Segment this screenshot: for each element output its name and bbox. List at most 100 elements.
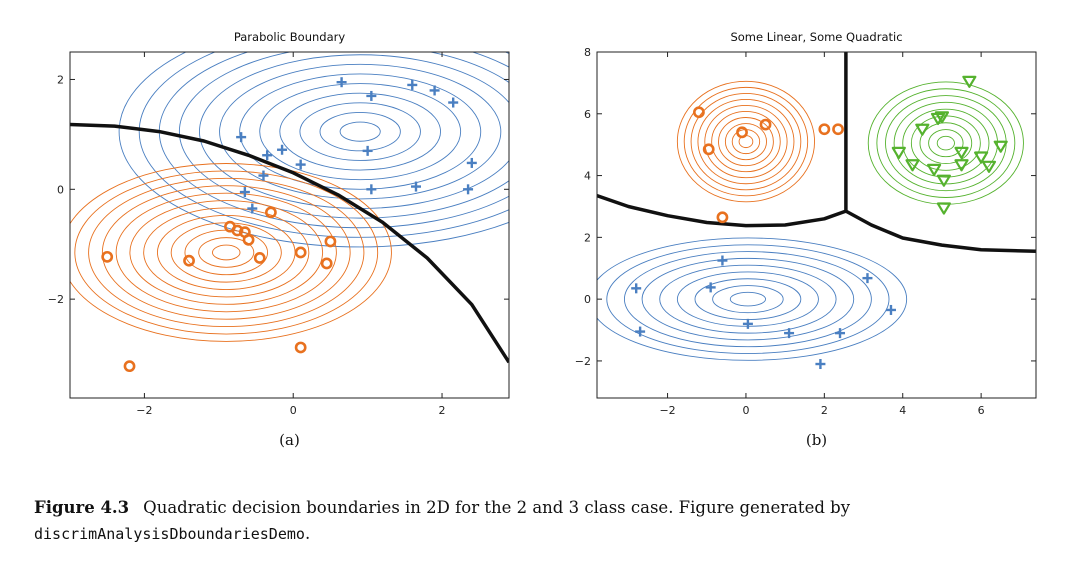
contour-ring	[319, 111, 401, 152]
contour-ring	[919, 122, 973, 164]
data-point-triangle	[954, 159, 969, 172]
data-point-plus	[635, 326, 646, 337]
data-point-circle	[253, 252, 266, 264]
x-tick-label: 0	[290, 404, 297, 417]
data-point-triangle	[905, 159, 920, 172]
data-point-triangle	[981, 160, 997, 173]
contour-ring	[711, 111, 781, 173]
data-point-plus	[784, 328, 795, 339]
data-point-triangle	[934, 111, 950, 124]
chart-title: Parabolic Boundary	[234, 30, 346, 44]
contour-ring	[597, 237, 908, 361]
data-point-triangle	[926, 163, 942, 176]
contour-ring	[936, 135, 955, 151]
data-point-plus	[247, 203, 258, 214]
contour-ring	[74, 170, 379, 335]
contour-ring	[170, 222, 282, 283]
contour-ring	[299, 102, 421, 161]
data-point-circle	[320, 257, 333, 270]
contour-ring	[623, 251, 872, 348]
caption-label: Figure 4.3	[34, 498, 130, 517]
data-point-circle	[231, 224, 244, 237]
y-tick-label: −2	[575, 355, 591, 368]
data-point-triangle	[936, 202, 951, 215]
contour-ring	[867, 81, 1024, 205]
data-point-circle	[101, 250, 114, 263]
data-point-circle	[736, 126, 748, 139]
chart-2: Some Linear, Some Quadratic −2 0 2 4 6 −2 0 2 4 6 8…	[575, 30, 1037, 449]
contour-ring	[676, 80, 815, 203]
figure-caption: Figure 4.3 Quadratic decision boundaries …	[34, 495, 1054, 547]
data-point-plus	[366, 90, 377, 101]
data-point-triangle	[891, 146, 906, 160]
data-point-plus	[362, 145, 373, 156]
x-tick-label: 2	[821, 404, 828, 417]
data-point-circle	[759, 118, 772, 131]
y-tick-label: 4	[584, 170, 591, 183]
data-point-plus	[258, 170, 269, 181]
contour-ring	[279, 92, 441, 171]
data-point-plus	[366, 184, 377, 195]
contour-ring	[143, 207, 310, 298]
data-point-plus	[835, 328, 846, 339]
data-point-plus	[742, 318, 753, 329]
decision-boundary	[597, 194, 1036, 254]
y-tick-label: 2	[57, 73, 64, 86]
subfigure-label: (b)	[806, 431, 827, 449]
caption-text: Quadratic decision boundaries in 2D for …	[143, 498, 851, 517]
subfigure-label: (a)	[279, 431, 300, 449]
data-point-plus	[885, 304, 896, 315]
data-point-circle	[294, 341, 307, 354]
axes-frame	[69, 51, 510, 399]
data-point-plus	[448, 97, 459, 108]
data-point-plus	[717, 255, 728, 266]
data-point-triangle	[974, 151, 989, 164]
axes-frame	[596, 51, 1037, 399]
contour-ring	[138, 52, 509, 238]
data-point-circle	[294, 246, 307, 259]
contour-ring	[219, 63, 502, 200]
x-tick-label: 6	[978, 404, 985, 417]
contour-ring	[659, 264, 837, 334]
contour-ring	[676, 271, 819, 327]
data-point-circle	[242, 233, 255, 246]
contour-ring	[339, 121, 381, 142]
caption-end: .	[304, 524, 311, 543]
contour-ring	[239, 73, 482, 190]
x-tick-label: 0	[742, 404, 749, 417]
contour-ring	[70, 163, 392, 342]
contour-ring	[690, 92, 802, 191]
y-tick-label: 0	[57, 183, 64, 196]
contour-ring	[876, 88, 1016, 198]
contour-ring	[724, 123, 767, 161]
contour-ring	[928, 129, 964, 158]
y-tick-label: −2	[48, 293, 64, 306]
data-point-plus	[277, 144, 288, 155]
y-tick-label: 6	[584, 108, 591, 121]
contour-ring	[199, 54, 509, 209]
contour-ring	[178, 52, 509, 219]
x-tick-label: −2	[136, 404, 152, 417]
x-tick-label: −2	[659, 404, 675, 417]
contour-ring	[212, 244, 241, 261]
y-tick-label: 0	[584, 293, 591, 306]
data-point-plus	[295, 159, 306, 170]
data-point-triangle	[915, 123, 930, 136]
decision-boundary	[70, 122, 509, 364]
data-point-circle	[324, 235, 337, 248]
contour-ring	[118, 52, 509, 248]
contour-ring	[198, 237, 255, 268]
contour-ring	[902, 108, 990, 178]
plot-area	[597, 52, 1036, 370]
caption-code: discrimAnalysisDboundariesDemo	[34, 525, 305, 543]
data-point-plus	[336, 77, 347, 88]
data-point-triangle	[954, 146, 969, 160]
data-point-plus	[705, 282, 716, 293]
data-point-plus	[815, 359, 826, 370]
contour-ring	[606, 244, 890, 354]
contour-ring	[129, 200, 324, 305]
x-tick-label: 2	[439, 404, 446, 417]
contour-ring	[184, 229, 269, 276]
data-point-plus	[463, 184, 474, 195]
chart-title: Some Linear, Some Quadratic	[730, 30, 902, 44]
